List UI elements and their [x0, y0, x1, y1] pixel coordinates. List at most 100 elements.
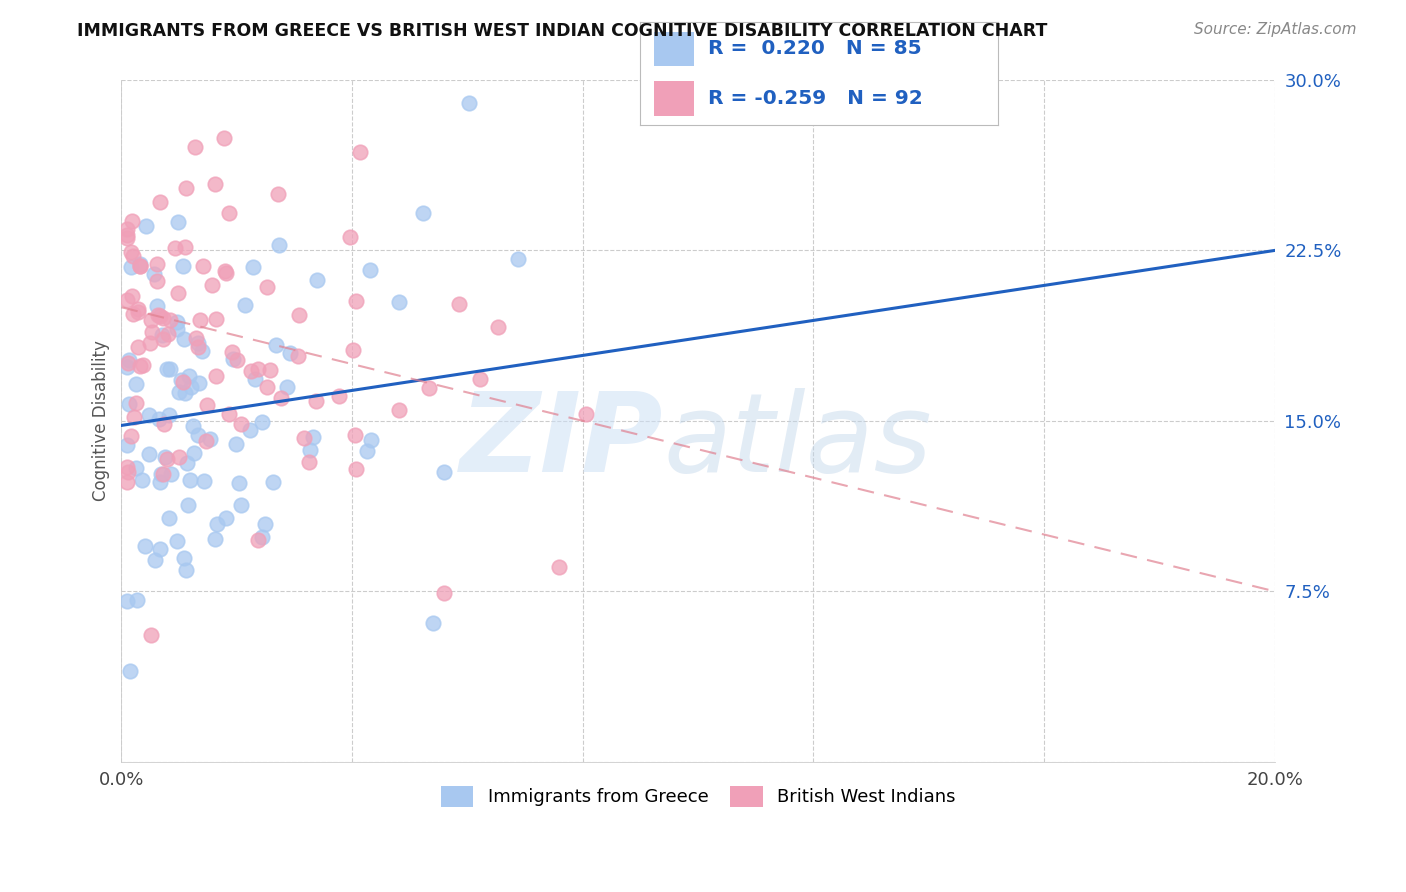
Point [187, 340, 209, 354]
Point [344, 461, 367, 475]
Point [141, 325, 163, 339]
Point [170, 373, 193, 387]
Point [115, 293, 138, 308]
Point [179, 473, 201, 487]
Text: Source: ZipAtlas.com: Source: ZipAtlas.com [1194, 22, 1357, 37]
Point [226, 352, 249, 367]
Point [215, 511, 238, 525]
Point [149, 467, 172, 481]
Point [342, 343, 364, 357]
Point [187, 335, 209, 350]
Point [156, 326, 179, 341]
Point [218, 407, 240, 421]
Point [128, 260, 150, 274]
Point [214, 263, 236, 277]
Point [128, 259, 150, 273]
Point [195, 434, 218, 449]
Point [153, 417, 176, 431]
Point [135, 219, 157, 233]
Point [418, 381, 440, 395]
Point [239, 364, 262, 378]
Point [198, 432, 221, 446]
Point [458, 95, 481, 110]
Point [188, 312, 211, 326]
Point [250, 416, 273, 430]
Point [243, 372, 266, 386]
Point [174, 563, 197, 577]
Point [229, 499, 252, 513]
Point [388, 294, 411, 309]
Point [433, 586, 456, 600]
Point [122, 249, 145, 263]
Point [247, 361, 270, 376]
Point [177, 369, 200, 384]
Point [139, 336, 162, 351]
Point [349, 145, 371, 160]
Point [180, 379, 202, 393]
Point [422, 615, 444, 630]
Point [142, 267, 165, 281]
Point [117, 465, 139, 479]
Point [166, 315, 188, 329]
Point [149, 194, 172, 209]
Point [256, 280, 278, 294]
Point [118, 664, 141, 678]
Point [149, 475, 172, 490]
Point [506, 252, 529, 266]
Point [299, 442, 322, 457]
Point [301, 430, 323, 444]
Point [242, 260, 264, 274]
Point [127, 301, 149, 316]
Point [150, 328, 173, 343]
Point [468, 372, 491, 386]
Point [166, 321, 188, 335]
Point [254, 517, 277, 532]
Point [166, 533, 188, 548]
Point [214, 131, 236, 145]
Point [149, 541, 172, 556]
Point [115, 594, 138, 608]
Point [160, 467, 183, 481]
Point [174, 240, 197, 254]
Point [157, 408, 180, 422]
Point [118, 352, 141, 367]
Point [287, 349, 309, 363]
Point [266, 186, 288, 201]
Point [120, 244, 142, 259]
Point [356, 443, 378, 458]
Point [221, 351, 243, 366]
Point [165, 241, 187, 255]
Point [193, 475, 215, 489]
Point [146, 308, 169, 322]
Point [120, 429, 142, 443]
Point [115, 459, 138, 474]
Point [132, 359, 155, 373]
Point [156, 362, 179, 376]
Point [115, 221, 138, 235]
Point [117, 356, 139, 370]
Point [195, 398, 218, 412]
Point [115, 438, 138, 452]
Point [360, 433, 382, 447]
Point [173, 550, 195, 565]
Point [204, 369, 226, 384]
Point [139, 313, 162, 327]
Point [129, 359, 152, 373]
Point [307, 273, 329, 287]
Point [159, 362, 181, 376]
Text: atlas: atlas [664, 388, 932, 495]
Point [177, 498, 200, 512]
Point [201, 277, 224, 292]
Point [264, 338, 287, 352]
Point [174, 386, 197, 401]
Point [343, 428, 366, 442]
Point [115, 475, 138, 489]
Point [167, 286, 190, 301]
Text: R = -0.259   N = 92: R = -0.259 N = 92 [707, 88, 922, 108]
Point [270, 391, 292, 405]
Point [184, 139, 207, 153]
Bar [654, 81, 693, 116]
Point [250, 529, 273, 543]
Point [173, 332, 195, 346]
Point [449, 297, 471, 311]
